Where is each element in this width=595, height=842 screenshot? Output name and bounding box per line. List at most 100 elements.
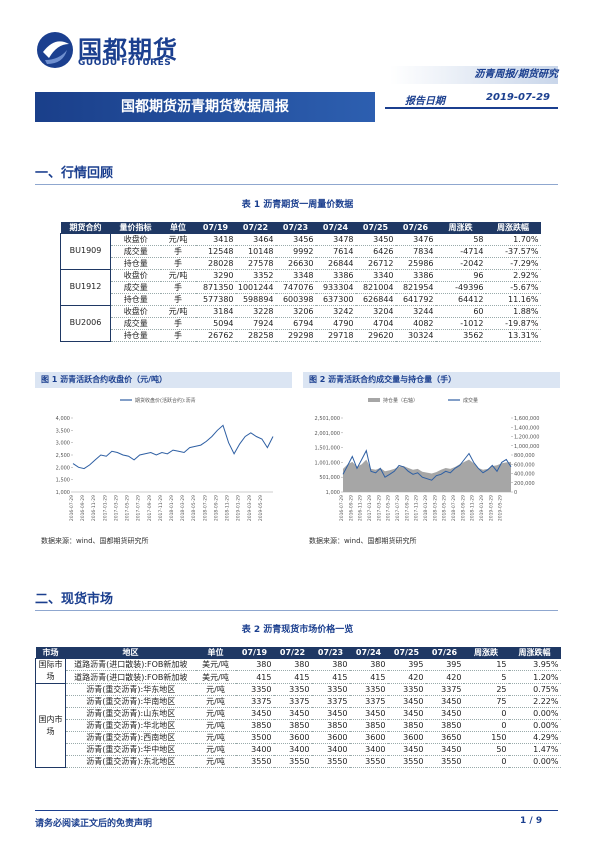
table-row: BU1909 收盘价 元/吨 3418 3464 3456 3478 3450 3476 58 1.… — [60, 233, 541, 270]
x-tick-label: 2017-09-29 — [147, 495, 153, 521]
x-tick-label: 2018-01-29 — [169, 495, 175, 521]
x-tick-label: 2018-01-29 — [423, 495, 429, 521]
cell: 415 — [273, 670, 312, 684]
cell: 元/吨 — [160, 305, 196, 318]
header-cell: 07/19 — [195, 222, 236, 234]
cell: 626844 — [355, 293, 396, 306]
cell: 4790 — [315, 317, 356, 330]
cell: 0 — [463, 719, 509, 732]
cell: 3375 — [273, 695, 312, 708]
cell: -4714 — [435, 245, 486, 258]
cell: 395 — [425, 658, 464, 672]
cell: 380 — [273, 658, 312, 672]
table-row: 成交量手 871350 1001244 747076 933304 821004 82195… — [61, 281, 541, 294]
group-cell: BU2006 — [60, 304, 111, 342]
cell: 415 — [349, 670, 388, 684]
cell: 871350 — [195, 281, 236, 294]
chart-panel: 图 2 沥青活跃合约成交量与持仓量（手） 1,000 501,000 1,001,0… — [303, 372, 560, 548]
y-tick-label: 3,500 — [56, 428, 70, 434]
cell: 1.20% — [508, 670, 561, 684]
cell: 3450 — [387, 707, 426, 720]
date-value: 2019-07-29 — [486, 92, 550, 103]
cell: 29620 — [355, 329, 396, 342]
header-cell: 单位 — [195, 647, 236, 659]
table: 市场 地区 单位 07/19 07/22 07/23 07/24 07/25 07/26 周涨跌周… — [35, 647, 561, 768]
cell: 150 — [463, 731, 509, 744]
cell: 29298 — [275, 329, 316, 342]
y2-tick-label: 800,000 — [514, 453, 535, 459]
header-cell: 周涨跌幅 — [508, 647, 561, 659]
cell: 元/吨 — [195, 743, 236, 756]
cell: 3450 — [387, 743, 426, 756]
cell: 26844 — [315, 257, 356, 270]
cell: 3450 — [273, 707, 312, 720]
y-tick-label: 501,000 — [319, 475, 340, 481]
line — [72, 424, 274, 470]
cell: 28028 — [195, 257, 236, 270]
cell: 沥青(重交沥青):西南地区 — [65, 731, 196, 744]
cell: 沥青(重交沥青):山东地区 — [65, 707, 196, 720]
x-tick-label: 2017-07-29 — [395, 495, 401, 521]
cell: 3600 — [273, 731, 312, 744]
cell: 75 — [463, 695, 509, 708]
cell: 0.75% — [508, 683, 561, 696]
cell: 沥青(重交沥青):华中地区 — [65, 743, 196, 756]
table-row: 持仓量手 26762 28258 29298 29718 29620 30324 3562 13… — [61, 329, 541, 342]
cell: 3464 — [235, 233, 276, 246]
date-label: 报告日期 — [405, 96, 445, 107]
cell: 3375 — [235, 695, 274, 708]
x-tick-label: 2017-05-29 — [125, 495, 131, 521]
x-tick-label: 2019-05-29 — [258, 495, 264, 521]
x-tick-label: 2016-11-29 — [358, 495, 364, 521]
cell: -37.57% — [485, 245, 541, 258]
table-row: 持仓量手 28028 27578 26630 26844 26712 25986 -2042-… — [61, 257, 541, 270]
header-cell: 07/26 — [395, 222, 436, 234]
y-tick-label: 1,500 — [56, 478, 70, 484]
page-number: 1 / 9 — [520, 816, 543, 826]
cell: 3550 — [235, 755, 274, 768]
table-row: 成交量手 5094 7924 6794 4790 4704 4082 -1012 -19.87% — [61, 317, 541, 330]
chart: 1,000 1,500 2,000 2,500 3,000 3,500 4,000 2016-… — [56, 397, 274, 521]
cell: 3204 — [355, 305, 396, 318]
cell: 747076 — [275, 281, 316, 294]
x-tick-label: 2016-07-29 — [339, 495, 345, 521]
cell: -49396 — [435, 281, 486, 294]
header-cell: 07/25 — [387, 647, 426, 659]
cell: 3850 — [349, 719, 388, 732]
cell: 3600 — [387, 731, 426, 744]
x-tick-label: 2019-01-29 — [236, 495, 242, 521]
cell: 60 — [435, 305, 486, 318]
cell: 3206 — [275, 305, 316, 318]
cell: 手 — [160, 257, 196, 270]
y-tick-label: 1,501,000 — [315, 446, 340, 452]
cell: 9992 — [275, 245, 316, 258]
cell: 美元/吨 — [195, 658, 236, 672]
cell: 26762 — [195, 329, 236, 342]
cell: 3450 — [349, 707, 388, 720]
cell: 5 — [463, 670, 509, 684]
table-row: 国际市场 道路沥青(进口散装):FOB新加坡 美元/吨 380 380 380 380 395… — [35, 658, 561, 684]
cell: 3400 — [235, 743, 274, 756]
cell: 元/吨 — [195, 707, 236, 720]
cell: 3850 — [311, 719, 350, 732]
cell: 元/吨 — [195, 683, 236, 696]
header-cell: 07/22 — [273, 647, 312, 659]
y-tick-label: 1,001,000 — [315, 460, 340, 466]
table-row: 沥青(重交沥青):东北地区 元/吨 3550 3550 3550 3550 3550 3550… — [36, 755, 561, 768]
cell: 11.16% — [485, 293, 541, 306]
cell: 3850 — [273, 719, 312, 732]
section-heading: 一、行情回顾 — [35, 162, 558, 185]
cell: 美元/吨 — [195, 670, 236, 684]
header-cell: 07/24 — [349, 647, 388, 659]
y2-tick-label: 1,000,000 — [514, 444, 539, 450]
cell: 手 — [160, 281, 196, 294]
table-row: 沥青(重交沥青):华北地区 元/吨 3850 3850 3850 3850 3850 3850… — [36, 719, 561, 732]
cell: 3350 — [235, 683, 274, 696]
cell: 3600 — [349, 731, 388, 744]
cell: 26712 — [355, 257, 396, 270]
legend-swatch — [368, 398, 380, 402]
cell: 3184 — [195, 305, 236, 318]
cell: 0.00% — [508, 707, 561, 720]
chart-title: 图 2 沥青活跃合约成交量与持仓量（手） — [303, 372, 560, 388]
cell: 1001244 — [235, 281, 276, 294]
